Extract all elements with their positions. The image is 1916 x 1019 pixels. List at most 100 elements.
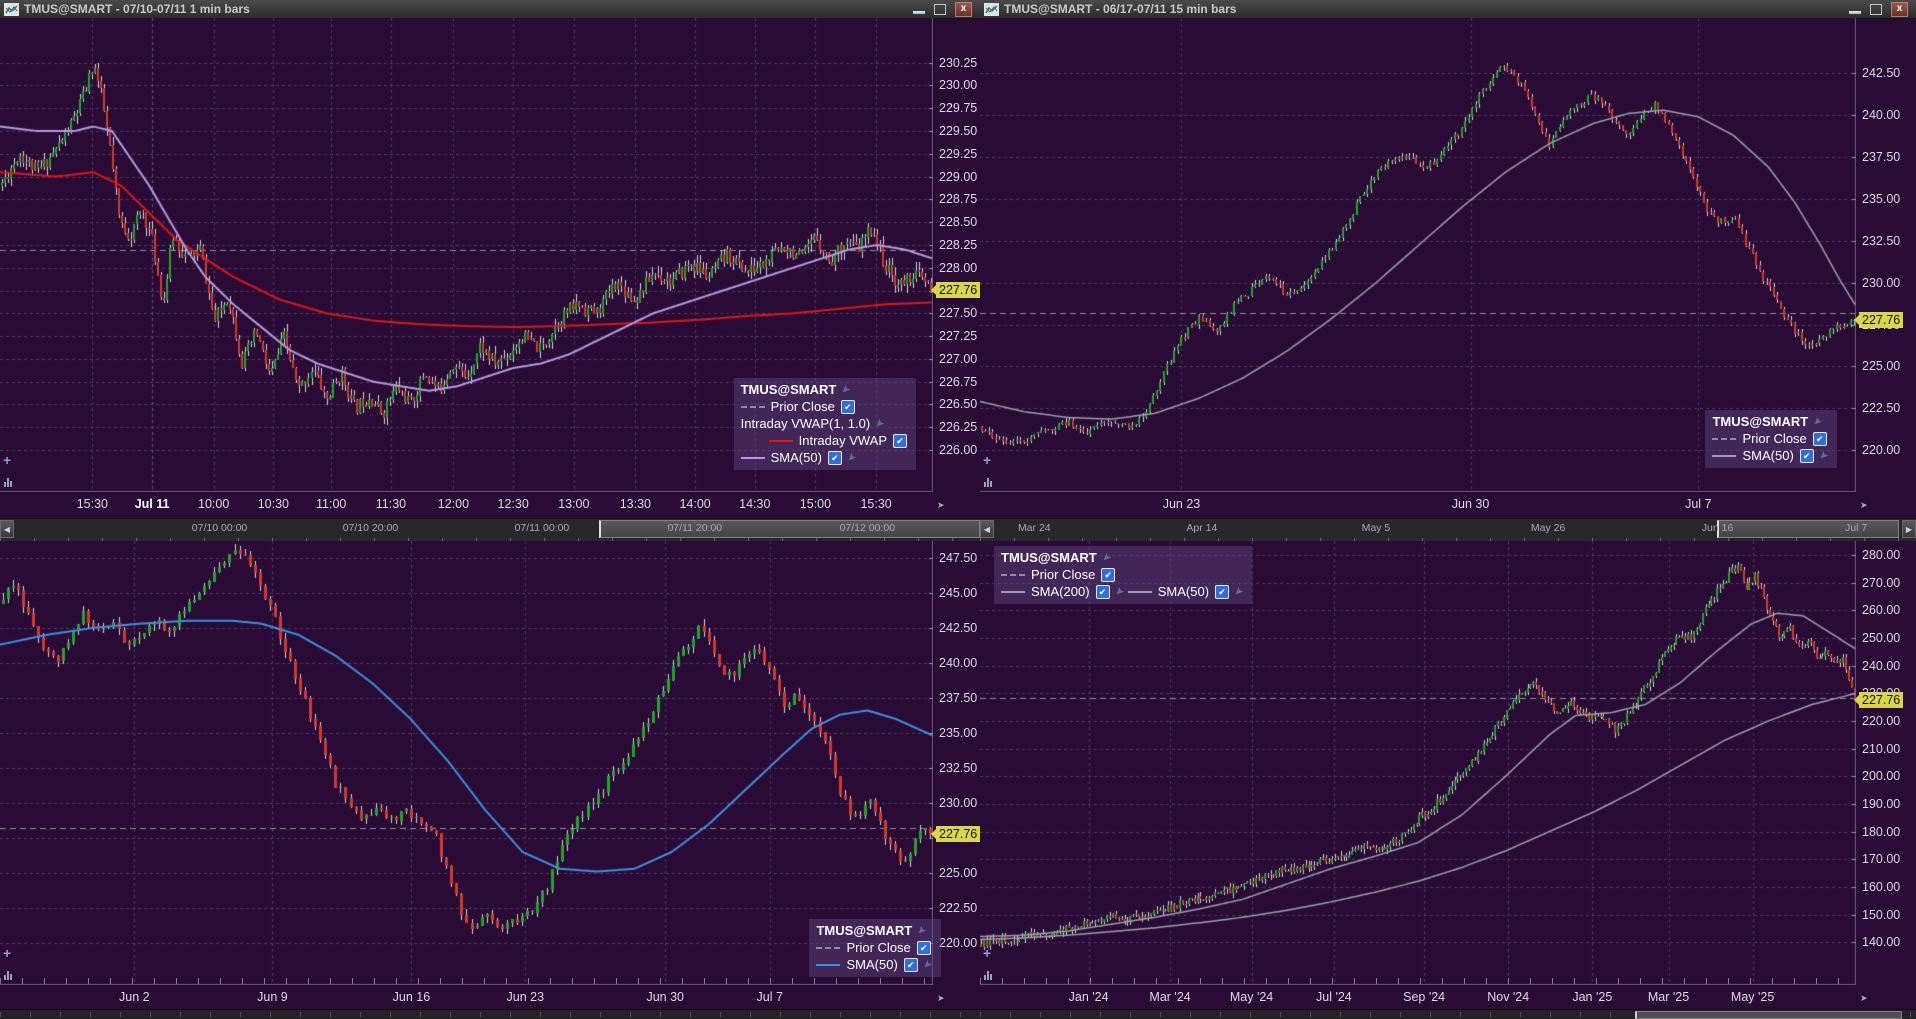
legend-row: Intraday VWAP(1, 1.0) ➤ (741, 415, 907, 432)
chart-canvas-top-left[interactable] (0, 18, 933, 492)
legend-box: TMUS@SMART ➤ Prior Close ✔ SMA(50) ✔ ➤ (809, 919, 941, 977)
legend-box: TMUS@SMART ➤ Prior Close ✔ SMA(50) ✔ ➤ (1705, 410, 1837, 468)
axis-end-arrow-icon[interactable]: ➤ (937, 993, 945, 1003)
y-axis-label: 232.50 (1862, 233, 1901, 248)
scrollbar-date-label: 07/11 00:00 (514, 522, 570, 534)
x-axis-label: Jun 9 (257, 990, 288, 1004)
volume-bars-icon[interactable] (4, 478, 12, 487)
chart-canvas-top-right[interactable] (980, 18, 1856, 492)
legend-item: TMUS@SMART ➤ (816, 923, 928, 938)
y-axis-label: 200.00 (1862, 769, 1901, 784)
volume-bars-icon[interactable] (984, 971, 992, 980)
legend-item: TMUS@SMART ➤ (1712, 414, 1824, 429)
checkbox-checked-icon[interactable]: ✔ (1812, 431, 1827, 446)
checkbox-checked-icon[interactable]: ✔ (1101, 567, 1116, 582)
y-axis-label: 260.00 (1862, 603, 1901, 618)
panel-top-right: TMUS@SMART - 06/17-07/11 15 min bars x +24… (980, 0, 1916, 541)
y-axis-label: 280.00 (1862, 548, 1901, 563)
hand-cursor-icon[interactable]: ➤ (838, 381, 854, 397)
volume-bars-icon[interactable] (4, 971, 12, 980)
window-title: TMUS@SMART - 07/10-07/11 1 min bars (24, 2, 250, 16)
hand-cursor-icon[interactable]: ➤ (1230, 583, 1246, 599)
minimize-button[interactable] (913, 11, 925, 14)
y-axis-label: 190.00 (1862, 796, 1901, 811)
scroll-left-arrow[interactable]: ◀ (980, 520, 994, 538)
hand-cursor-icon[interactable]: ➤ (1815, 447, 1831, 463)
hand-cursor-icon[interactable]: ➤ (919, 956, 935, 972)
x-axis-label: 15:00 (799, 497, 832, 511)
panel-bottom-right: +280.00270.00260.00250.00240.00230.00220… (980, 541, 1916, 1019)
time-scrollbar[interactable]: Mar 24 Apr 14 May 5 May 26 Jun 16 Jul 7 ◀ ▶ (980, 518, 1916, 541)
maximize-button[interactable] (934, 3, 946, 15)
crosshair-icon[interactable]: + (3, 452, 12, 468)
last-price-tag: 227.76 (1853, 312, 1904, 329)
hand-cursor-icon[interactable]: ➤ (913, 922, 929, 938)
hand-cursor-icon[interactable]: ➤ (843, 449, 859, 465)
chart-canvas-bottom-right[interactable] (980, 541, 1856, 985)
checkbox-checked-icon[interactable]: ✔ (840, 399, 855, 414)
axis-end-arrow-icon[interactable]: ➤ (937, 500, 945, 510)
x-axis-label: Mar '25 (1647, 990, 1690, 1004)
window-title-bar[interactable]: TMUS@SMART - 06/17-07/11 15 min bars x (980, 0, 1916, 19)
window-title-bar[interactable]: TMUS@SMART - 07/10-07/11 1 min bars x (0, 0, 980, 19)
dashed-line-swatch (816, 946, 841, 949)
line-swatch (768, 439, 793, 442)
checkbox-checked-icon[interactable]: ✔ (827, 450, 842, 465)
bottom-scrollbar[interactable] (0, 1009, 980, 1019)
scroll-right-arrow[interactable]: ▶ (1902, 520, 1916, 538)
scrollbar-date-label: May 5 (1361, 522, 1391, 534)
crosshair-icon[interactable]: + (3, 945, 12, 961)
x-axis-label: Jun 23 (506, 990, 545, 1004)
minimize-button[interactable] (1849, 11, 1861, 14)
legend-label: TMUS@SMART (1712, 414, 1809, 429)
x-axis-label: 10:30 (257, 497, 289, 511)
y-axis-label: 226.25 (939, 420, 978, 435)
close-button[interactable]: x (1891, 1, 1908, 17)
x-axis-label: 11:00 (316, 497, 347, 511)
time-scrollbar[interactable]: 07/10 00:00 07/10 20:00 07/11 00:00 07/11 2… (0, 518, 980, 541)
axis-end-arrow-icon[interactable]: ➤ (1860, 993, 1868, 1003)
scrollbar-date-label: Apr 14 (1186, 522, 1218, 534)
axis-end-arrow-icon[interactable]: ➤ (1860, 500, 1868, 510)
price-chart-bottom-left: + (0, 541, 933, 985)
y-axis-label: 235.00 (1862, 191, 1901, 206)
scrollbar-date-label: 07/10 00:00 (191, 522, 248, 534)
close-button[interactable]: x (955, 1, 972, 17)
bottom-scrollbar-thumb[interactable] (1635, 1011, 1902, 1019)
y-axis-label: 227.50 (939, 306, 978, 321)
line-swatch (1001, 590, 1025, 593)
scrollbar-date-label: 07/12 00:00 (839, 522, 896, 534)
scrollbar-thumb[interactable] (1717, 520, 1900, 538)
checkbox-checked-icon[interactable]: ✔ (893, 433, 907, 448)
x-axis-label: May '24 (1229, 990, 1274, 1004)
x-axis-label: Jan '24 (1068, 990, 1109, 1004)
y-axis-label: 242.50 (1862, 66, 1901, 81)
legend-item: SMA(50) ✔ ➤ (1712, 448, 1831, 463)
checkbox-checked-icon[interactable]: ✔ (1095, 584, 1110, 599)
price-chart-top-right: + (980, 18, 1856, 492)
maximize-button[interactable] (1870, 3, 1882, 15)
hand-cursor-icon[interactable]: ➤ (871, 415, 887, 431)
legend-label: Prior Close (1031, 567, 1096, 582)
checkbox-checked-icon[interactable]: ✔ (1215, 584, 1230, 599)
hand-cursor-icon[interactable]: ➤ (1098, 549, 1114, 565)
checkbox-checked-icon[interactable]: ✔ (1799, 448, 1814, 463)
bottom-scrollbar[interactable] (980, 1009, 1916, 1019)
scrollbar-thumb[interactable] (598, 520, 980, 538)
y-axis-label: 237.50 (1862, 150, 1901, 165)
hand-cursor-icon[interactable]: ➤ (1809, 413, 1825, 429)
scroll-left-arrow[interactable]: ◀ (0, 520, 14, 538)
checkbox-checked-icon[interactable]: ✔ (916, 940, 931, 955)
volume-bars-icon[interactable] (984, 478, 992, 487)
legend-label: Intraday VWAP (798, 433, 887, 448)
last-price-tag: 227.76 (930, 281, 980, 298)
checkbox-checked-icon[interactable]: ✔ (903, 957, 918, 972)
hand-cursor-icon[interactable]: ➤ (1111, 583, 1127, 599)
x-axis-label: Jan '25 (1572, 990, 1613, 1004)
crosshair-icon[interactable]: + (983, 945, 992, 961)
y-axis-label: 237.50 (939, 690, 978, 705)
x-axis-label: Jul 7 (756, 990, 783, 1004)
crosshair-icon[interactable]: + (983, 452, 992, 468)
chart-canvas-bottom-left[interactable] (0, 541, 933, 985)
x-axis-label: Jun 30 (1451, 497, 1490, 511)
